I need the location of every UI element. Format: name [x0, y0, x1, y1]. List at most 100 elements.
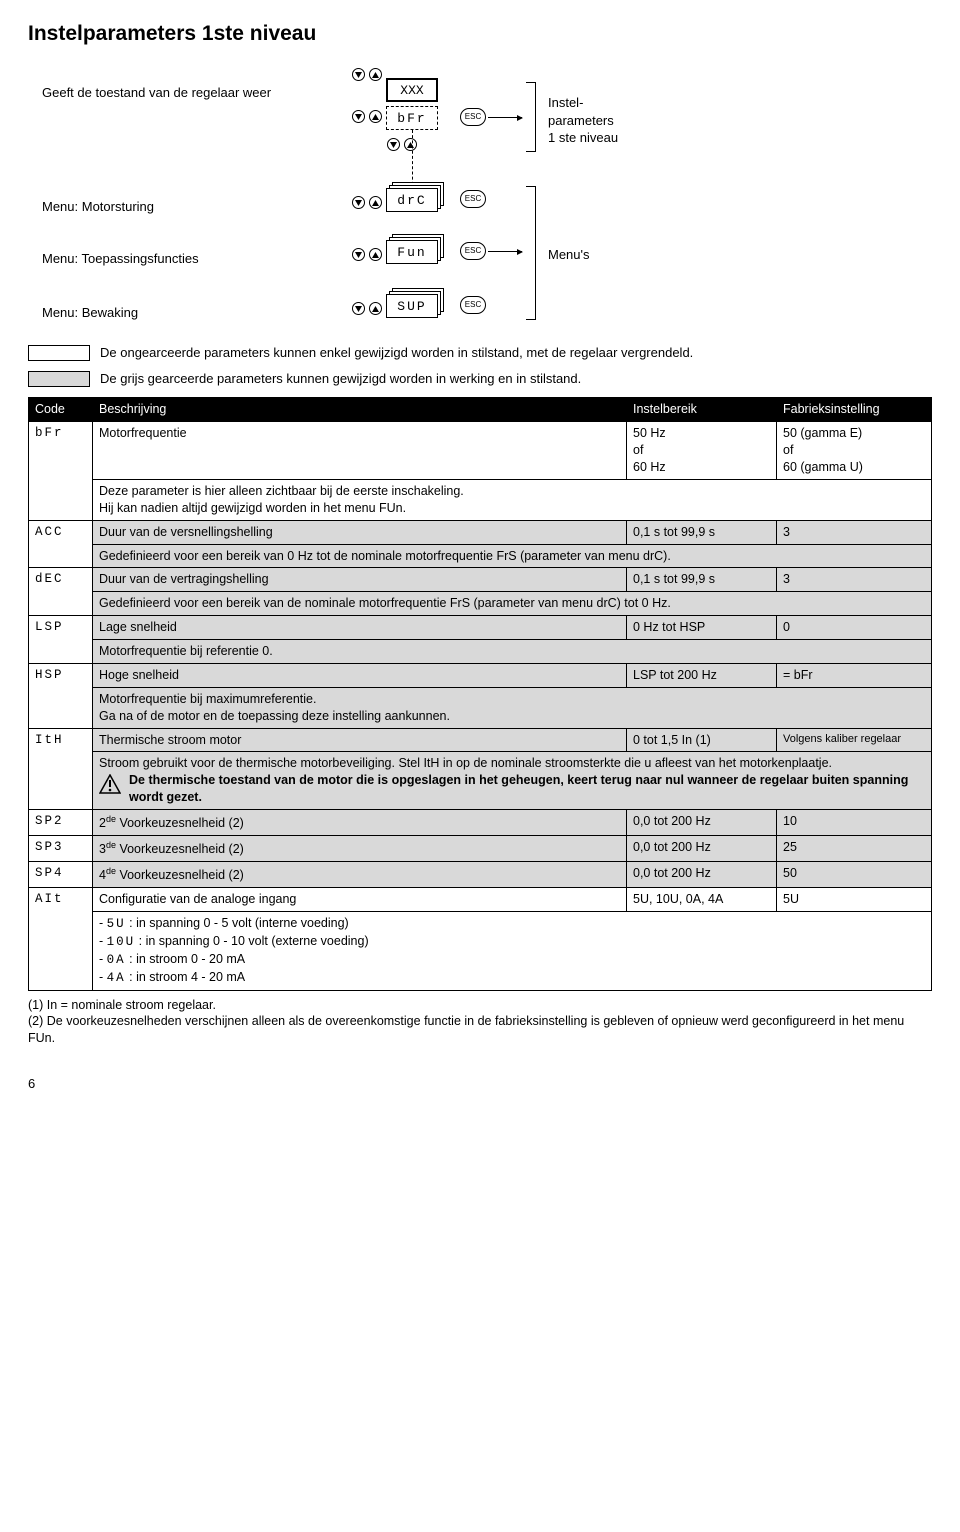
- param-factory: = bFr: [777, 663, 932, 687]
- warning-icon: [99, 774, 121, 794]
- up-icon: [369, 68, 382, 81]
- bracket: [526, 82, 536, 152]
- param-factory: 3: [777, 568, 932, 592]
- param-range: 0,1 s tot 99,9 s: [627, 568, 777, 592]
- esc-button: ESC: [460, 108, 486, 126]
- param-range: 0,0 tot 200 Hz: [627, 862, 777, 888]
- esc-button: ESC: [460, 296, 486, 314]
- param-desc: Configuratie van de analoge ingang: [93, 888, 627, 912]
- updown-icons: [352, 68, 382, 81]
- param-factory: Volgens kaliber regelaar: [777, 728, 932, 752]
- param-range: 0,1 s tot 99,9 s: [627, 520, 777, 544]
- param-range: LSP tot 200 Hz: [627, 663, 777, 687]
- param-desc: Hoge snelheid: [93, 663, 627, 687]
- page-title: Instelparameters 1ste niveau: [28, 20, 932, 48]
- param-desc: Duur van de vertragingshelling: [93, 568, 627, 592]
- param-code: ItH: [29, 728, 93, 810]
- param-desc: Motorfrequentie: [93, 422, 627, 480]
- param-factory: 25: [777, 836, 932, 862]
- bracket1-label: Instel- parameters 1 ste niveau: [548, 94, 618, 147]
- param-range: 0 tot 1,5 In (1): [627, 728, 777, 752]
- param-factory: 50 (gamma E)of60 (gamma U): [777, 422, 932, 480]
- arrow: [488, 251, 522, 252]
- bfr-box: bFr: [386, 106, 438, 130]
- param-expl: Motorfrequentie bij referentie 0.: [93, 640, 932, 664]
- param-factory: 0: [777, 616, 932, 640]
- params-table: Code Beschrijving Instelbereik Fabrieksi…: [28, 397, 932, 990]
- updown-icons: [352, 302, 382, 315]
- param-desc: Lage snelheid: [93, 616, 627, 640]
- table-row-expl: Deze parameter is hier alleen zichtbaar …: [29, 479, 932, 520]
- updown-icons: [352, 248, 382, 261]
- table-row: LSPLage snelheid0 Hz tot HSP0: [29, 616, 932, 640]
- col-desc: Beschrijving: [93, 398, 627, 422]
- param-range: 5U, 10U, 0A, 4A: [627, 888, 777, 912]
- footnote-1: (1) In = nominale stroom regelaar.: [28, 997, 932, 1014]
- footnote-2: (2) De voorkeuzesnelheden verschijnen al…: [28, 1013, 932, 1047]
- param-range: 0 Hz tot HSP: [627, 616, 777, 640]
- legend-swatch-grey: [28, 371, 90, 387]
- param-code: LSP: [29, 616, 93, 664]
- bracket2-label: Menu's: [548, 246, 590, 264]
- legend-text-white: De ongearceerde parameters kunnen enkel …: [100, 344, 693, 362]
- menu-app-label: Menu: Toepassingsfuncties: [42, 250, 199, 268]
- param-code: bFr: [29, 422, 93, 520]
- table-row: dECDuur van de vertragingshelling0,1 s t…: [29, 568, 932, 592]
- legend-text-grey: De grijs gearceerde parameters kunnen ge…: [100, 370, 581, 388]
- table-row: AItConfiguratie van de analoge ingang5U,…: [29, 888, 932, 912]
- param-desc: 3de Voorkeuzesnelheid (2): [93, 836, 627, 862]
- param-code: dEC: [29, 568, 93, 616]
- arrow: [488, 117, 522, 118]
- param-expl: - 5U : in spanning 0 - 5 volt (interne v…: [93, 912, 932, 991]
- table-row: SP33de Voorkeuzesnelheid (2)0,0 tot 200 …: [29, 836, 932, 862]
- menu-mon-label: Menu: Bewaking: [42, 304, 138, 322]
- param-desc: Duur van de versnellingshelling: [93, 520, 627, 544]
- param-code: SP3: [29, 836, 93, 862]
- param-desc: Thermische stroom motor: [93, 728, 627, 752]
- page-number: 6: [28, 1075, 932, 1093]
- xxx-box: XXX: [386, 78, 438, 102]
- param-code: SP2: [29, 810, 93, 836]
- dash: [412, 130, 413, 190]
- param-factory: 10: [777, 810, 932, 836]
- footnotes: (1) In = nominale stroom regelaar. (2) D…: [28, 997, 932, 1048]
- table-row-expl: Motorfrequentie bij referentie 0.: [29, 640, 932, 664]
- table-row-expl: Stroom gebruikt voor de thermische motor…: [29, 752, 932, 810]
- param-code: ACC: [29, 520, 93, 568]
- param-expl: Motorfrequentie bij maximumreferentie.Ga…: [93, 687, 932, 728]
- param-range: 0,0 tot 200 Hz: [627, 836, 777, 862]
- legend: De ongearceerde parameters kunnen enkel …: [28, 344, 932, 387]
- table-row: ACCDuur van de versnellingshelling0,1 s …: [29, 520, 932, 544]
- menu-motor-label: Menu: Motorsturing: [42, 198, 154, 216]
- param-factory: 5U: [777, 888, 932, 912]
- param-desc: 2de Voorkeuzesnelheid (2): [93, 810, 627, 836]
- col-range: Instelbereik: [627, 398, 777, 422]
- param-factory: 3: [777, 520, 932, 544]
- updown-icons: [352, 196, 382, 209]
- esc-button: ESC: [460, 242, 486, 260]
- param-factory: 50: [777, 862, 932, 888]
- table-row: SP22de Voorkeuzesnelheid (2)0,0 tot 200 …: [29, 810, 932, 836]
- table-row: bFrMotorfrequentie50 Hzof60 Hz50 (gamma …: [29, 422, 932, 480]
- param-code: HSP: [29, 663, 93, 728]
- table-row-expl: Gedefinieerd voor een bereik van 0 Hz to…: [29, 544, 932, 568]
- down-icon: [352, 68, 365, 81]
- menu-diagram: Geeft de toestand van de regelaar weer X…: [28, 70, 932, 340]
- param-expl: Gedefinieerd voor een bereik van de nomi…: [93, 592, 932, 616]
- param-expl: Deze parameter is hier alleen zichtbaar …: [93, 479, 932, 520]
- table-row-expl: Gedefinieerd voor een bereik van de nomi…: [29, 592, 932, 616]
- col-code: Code: [29, 398, 93, 422]
- param-code: SP4: [29, 862, 93, 888]
- col-factory: Fabrieksinstelling: [777, 398, 932, 422]
- param-range: 0,0 tot 200 Hz: [627, 810, 777, 836]
- param-range: 50 Hzof60 Hz: [627, 422, 777, 480]
- updown-icons: [352, 110, 382, 123]
- table-row: SP44de Voorkeuzesnelheid (2)0,0 tot 200 …: [29, 862, 932, 888]
- table-row-expl: Motorfrequentie bij maximumreferentie.Ga…: [29, 687, 932, 728]
- param-code: AIt: [29, 888, 93, 990]
- state-label: Geeft de toestand van de regelaar weer: [42, 84, 271, 102]
- table-row: HSPHoge snelheidLSP tot 200 Hz= bFr: [29, 663, 932, 687]
- esc-button: ESC: [460, 190, 486, 208]
- param-expl: Gedefinieerd voor een bereik van 0 Hz to…: [93, 544, 932, 568]
- param-expl: Stroom gebruikt voor de thermische motor…: [93, 752, 932, 810]
